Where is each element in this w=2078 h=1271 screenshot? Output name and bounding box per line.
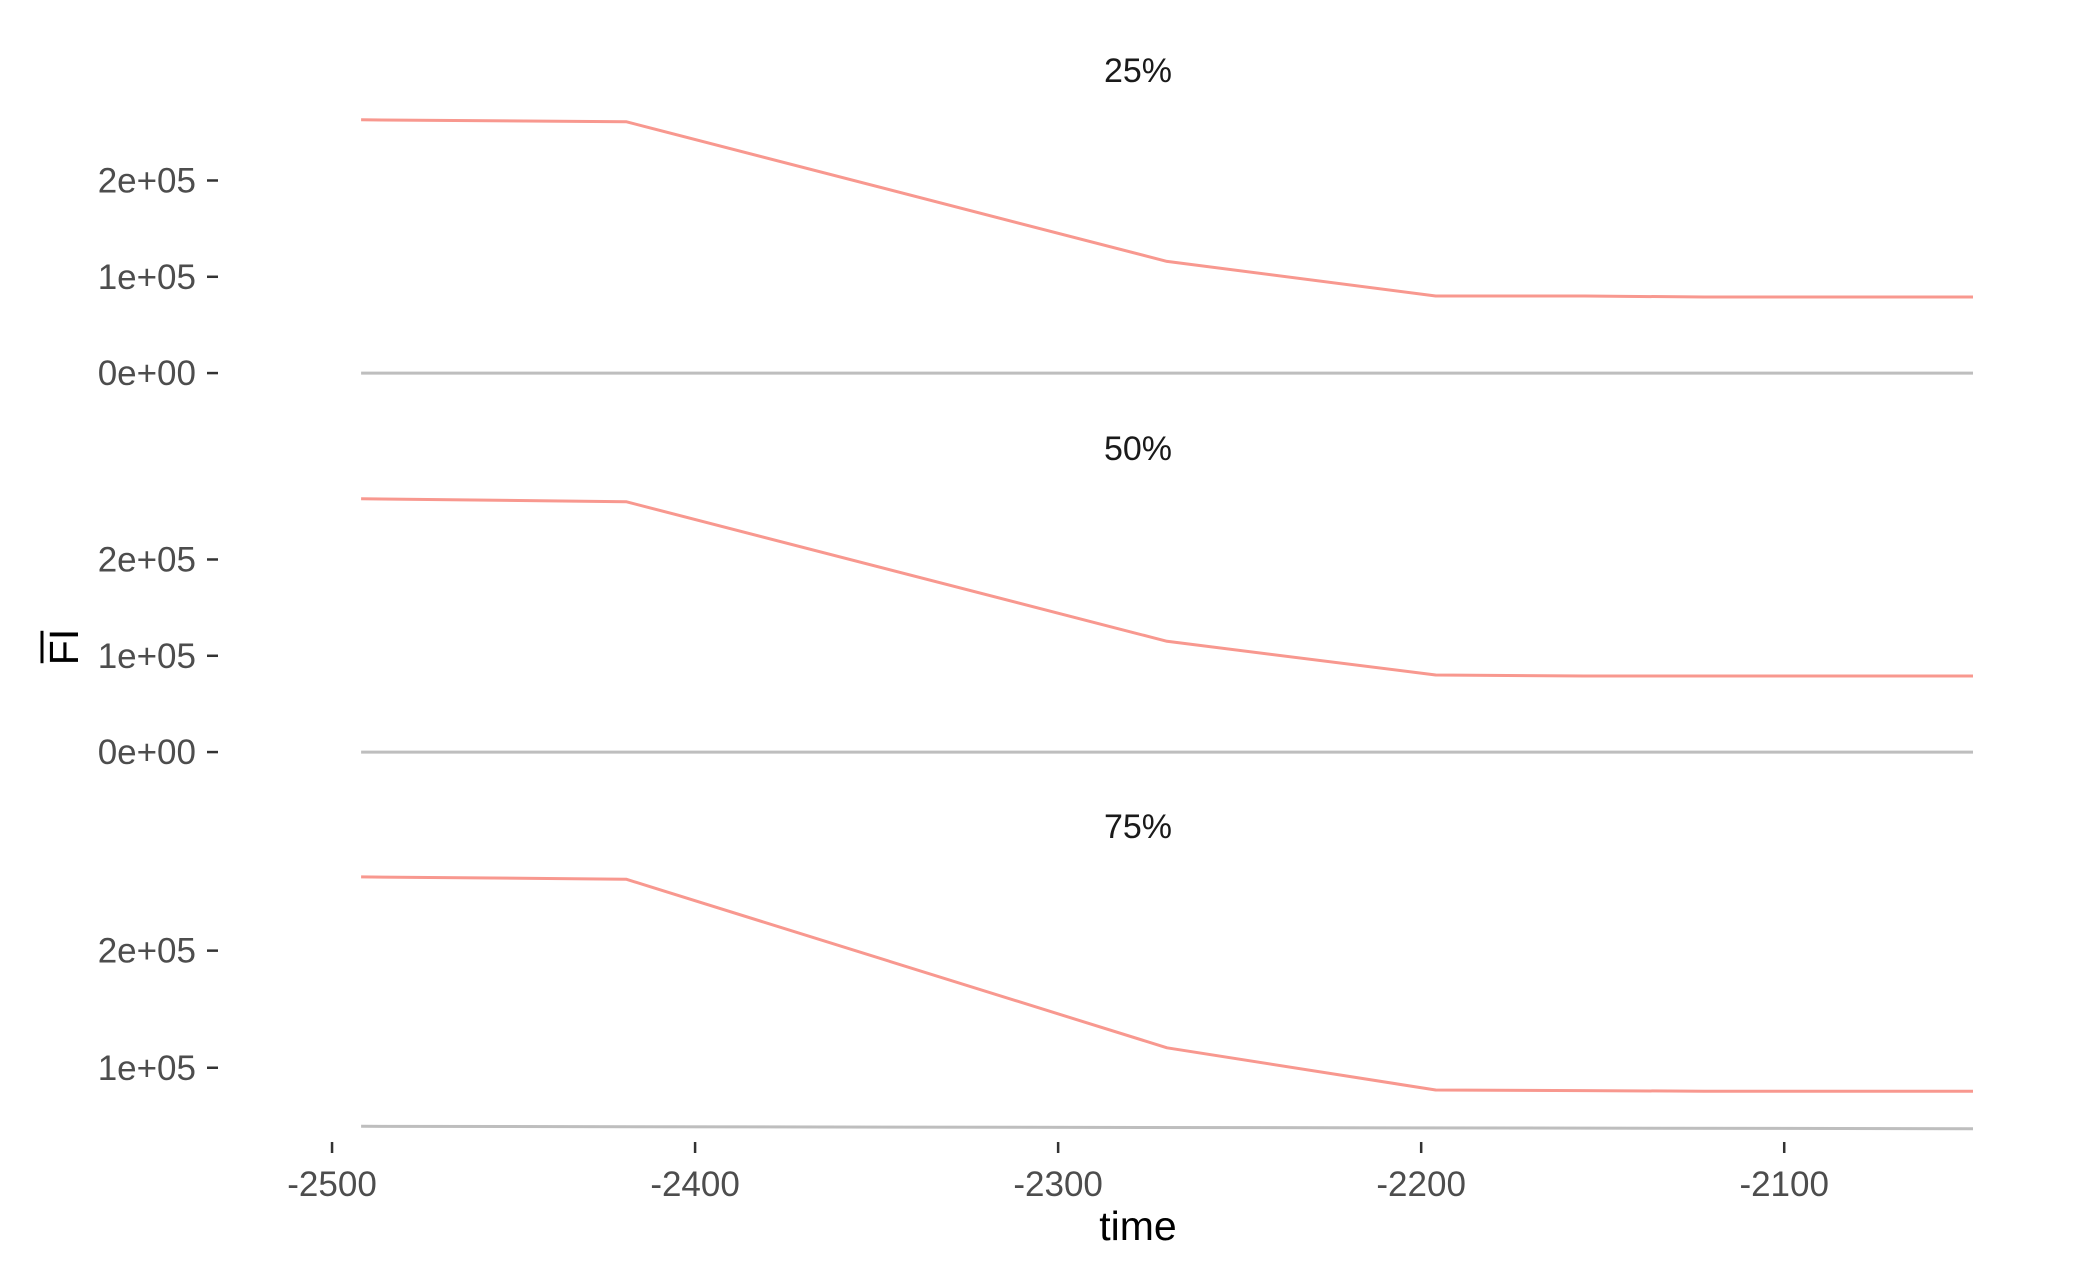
x-axis: -2500 -2400 -2300 -2200 -2100 xyxy=(287,1142,1829,1204)
y-tick-label: 2e+05 xyxy=(98,932,196,971)
series-line xyxy=(361,118,1973,299)
facet-title: 25% xyxy=(1104,52,1172,90)
x-tick-label: -2200 xyxy=(1376,1165,1466,1204)
panels: 25% 0e+00 1e+05 2e+05 50% 0e+00 1e+05 2e+05 75% 1… xyxy=(98,52,1974,1131)
y-tick-label: 0e+00 xyxy=(98,354,196,393)
x-tick-label: -2400 xyxy=(650,1165,740,1204)
facet-panel: 50% 0e+00 1e+05 2e+05 xyxy=(98,430,1973,772)
facet-title: 50% xyxy=(1104,430,1172,468)
facet-panel: 25% 0e+00 1e+05 2e+05 xyxy=(98,52,1973,393)
y-tick-label: 1e+05 xyxy=(98,258,196,297)
y-tick-label: 1e+05 xyxy=(98,1049,196,1088)
x-axis-title: time xyxy=(1099,1203,1176,1249)
x-tick-label: -2100 xyxy=(1739,1165,1829,1204)
x-tick-label: -2300 xyxy=(1013,1165,1103,1204)
y-tick-label: 2e+05 xyxy=(98,540,196,579)
y-axis-title-group: FI xyxy=(40,629,87,665)
y-tick-label: 2e+05 xyxy=(98,161,196,200)
facet-title: 75% xyxy=(1104,808,1172,846)
y-axis-title: FI xyxy=(41,629,87,665)
y-tick-label: 1e+05 xyxy=(98,637,196,676)
x-tick-label: -2500 xyxy=(287,1165,377,1204)
series-line xyxy=(361,497,1973,678)
facet-panel: 75% 1e+05 2e+05 xyxy=(98,808,1974,1131)
baseline-line xyxy=(361,1124,1974,1131)
y-tick-label: 0e+00 xyxy=(98,733,196,772)
series-line xyxy=(361,875,1973,1093)
